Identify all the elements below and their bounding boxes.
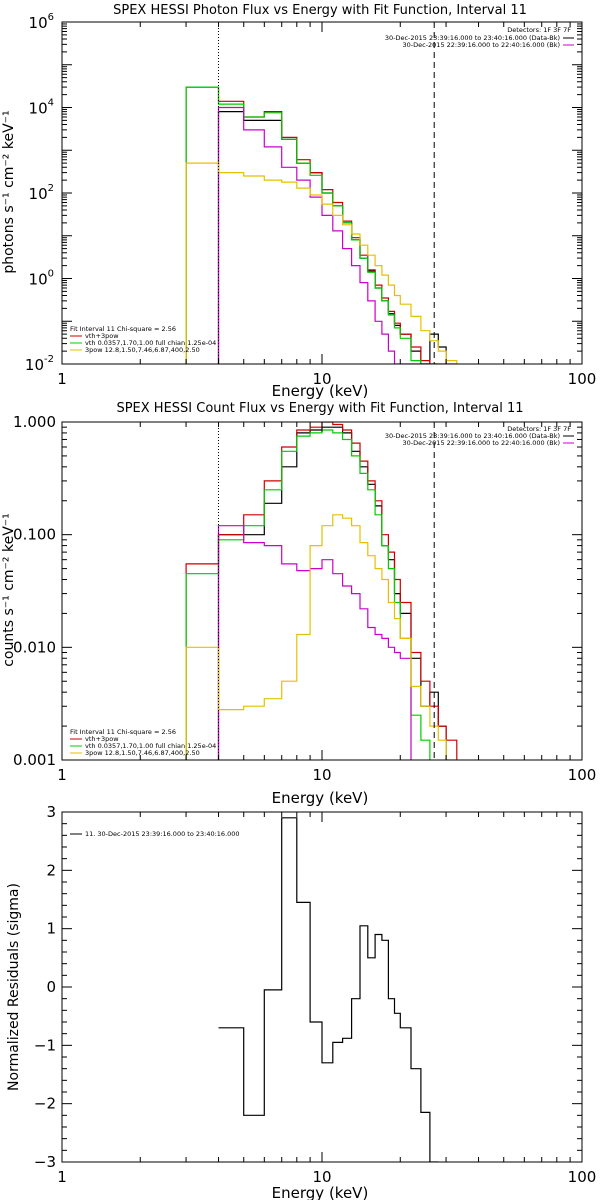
photon-flux-y-tick-label: 104 (29, 98, 54, 118)
count-flux-y-axis-label: counts s⁻¹ cm⁻² keV⁻¹ (1, 513, 17, 667)
photon-flux-y-axis-label: photons s⁻¹ cm⁻² keV⁻¹ (1, 110, 17, 273)
photon-flux-panel: SPEX HESSI Photon Flux vs Energy with Fi… (1, 3, 596, 400)
photon-flux-legend-header: Fit Interval 11 Chi-square = 2.56 (70, 325, 176, 333)
count-flux-title: SPEX HESSI Count Flux vs Energy with Fit… (116, 401, 523, 416)
residuals-y-tick-label: 0 (46, 978, 56, 996)
count-flux-legend-entry-2: vth 0.0357,1.70,1.00 full chian 1.25e-04 (85, 742, 216, 750)
count-flux-series-3pow (217, 525, 412, 760)
photon-flux-series-3pow (217, 106, 430, 364)
photon-flux-detectors: Detectors: 1F 3F 7F (507, 26, 571, 34)
residuals-legend-entry: 11. 30-Dec-2015 23:39:16.000 to 23:40:16… (85, 830, 240, 838)
count-flux-panel: SPEX HESSI Count Flux vs Energy with Fit… (1, 401, 596, 807)
count-flux-header-line1: 30-Dec-2015 23:39:16.000 to 23:40:16.000… (385, 432, 560, 440)
count-flux-y-tick-label: 0.010 (13, 638, 56, 656)
count-flux-legend-header: Fit Interval 11 Chi-square = 2.56 (70, 728, 176, 736)
residuals-y-tick-label: 2 (46, 861, 56, 879)
count-flux-x-tick-label: 100 (568, 766, 597, 784)
photon-flux-header-line2: 30-Dec-2015 22:39:16.000 to 22:40:16.000… (403, 41, 561, 49)
residuals-plot-frame (61, 811, 583, 1163)
count-flux-legend-entry-1: vth+3pow (85, 735, 119, 743)
residuals-y-tick-label: −3 (34, 1153, 56, 1171)
count-flux-header-line2: 30-Dec-2015 22:39:16.000 to 22:40:16.000… (403, 439, 561, 447)
photon-flux-legend-entry-3: 3pow 12.8,1.50,7.46,6.87,400,2.50 (85, 346, 200, 354)
photon-flux-y-tick-label: 100 (29, 269, 54, 289)
count-flux-plot-frame (61, 421, 583, 761)
count-flux-y-tick-label: 1.000 (13, 413, 56, 431)
photon-flux-header-line1: 30-Dec-2015 23:39:16.000 to 23:40:16.000… (385, 34, 560, 42)
photon-flux-series-data (217, 111, 447, 364)
residuals-x-tick-label: 10 (312, 1168, 331, 1186)
photon-flux-series-total (185, 86, 457, 364)
count-flux-series-vth (185, 429, 431, 760)
count-flux-detectors: Detectors: 1F 3F 7F (507, 425, 571, 433)
photon-flux-series-3pow2 (185, 162, 458, 364)
count-flux-legend-entry-3: 3pow 12.8,1.50,7.46,6.87,400,2.50 (85, 749, 200, 757)
photon-flux-plot-area (185, 22, 458, 364)
residuals-plot-area (218, 817, 439, 1162)
photon-flux-x-tick-label: 100 (568, 370, 597, 388)
photon-flux-y-tick-label: 106 (29, 12, 54, 32)
residuals-x-tick-label: 100 (568, 1168, 597, 1186)
residuals-x-axis-label: Energy (keV) (272, 1184, 369, 1200)
residuals-y-tick-label: 1 (46, 920, 56, 938)
count-flux-x-axis-label: Energy (keV) (272, 789, 369, 807)
count-flux-y-tick-label: 0.100 (13, 526, 56, 544)
photon-flux-legend-entry-2: vth 0.0357,1.70,1.00 full chian 1.25e-04 (85, 339, 216, 347)
count-flux-y-tick-label: 0.001 (13, 751, 56, 769)
photon-flux-x-axis-label: Energy (keV) (272, 382, 369, 400)
residuals-series-residuals (218, 817, 439, 1162)
count-flux-plot-area (185, 422, 458, 760)
photon-flux-legend-entry-1: vth+3pow (85, 332, 119, 340)
residuals-y-tick-label: −1 (34, 1036, 56, 1054)
count-flux-series-3pow2 (185, 514, 457, 760)
photon-flux-title: SPEX HESSI Photon Flux vs Energy with Fi… (113, 3, 527, 18)
count-flux-series-total (185, 422, 458, 760)
photon-flux-y-tick-label: 102 (29, 183, 54, 203)
count-flux-x-tick-label: 1 (57, 766, 67, 784)
residuals-y-tick-label: −2 (34, 1095, 56, 1113)
residuals-y-tick-label: 3 (46, 803, 56, 821)
photon-flux-x-tick-label: 1 (57, 370, 67, 388)
photon-flux-x-tick-label: 10 (312, 370, 331, 388)
count-flux-x-tick-label: 10 (312, 766, 331, 784)
residuals-x-tick-label: 1 (57, 1168, 67, 1186)
photon-flux-series-vth (185, 86, 439, 364)
photon-flux-y-tick-label: 10-2 (25, 354, 54, 374)
residuals-y-axis-label: Normalized Residuals (sigma) (6, 883, 22, 1091)
count-flux-series-data (217, 426, 447, 760)
